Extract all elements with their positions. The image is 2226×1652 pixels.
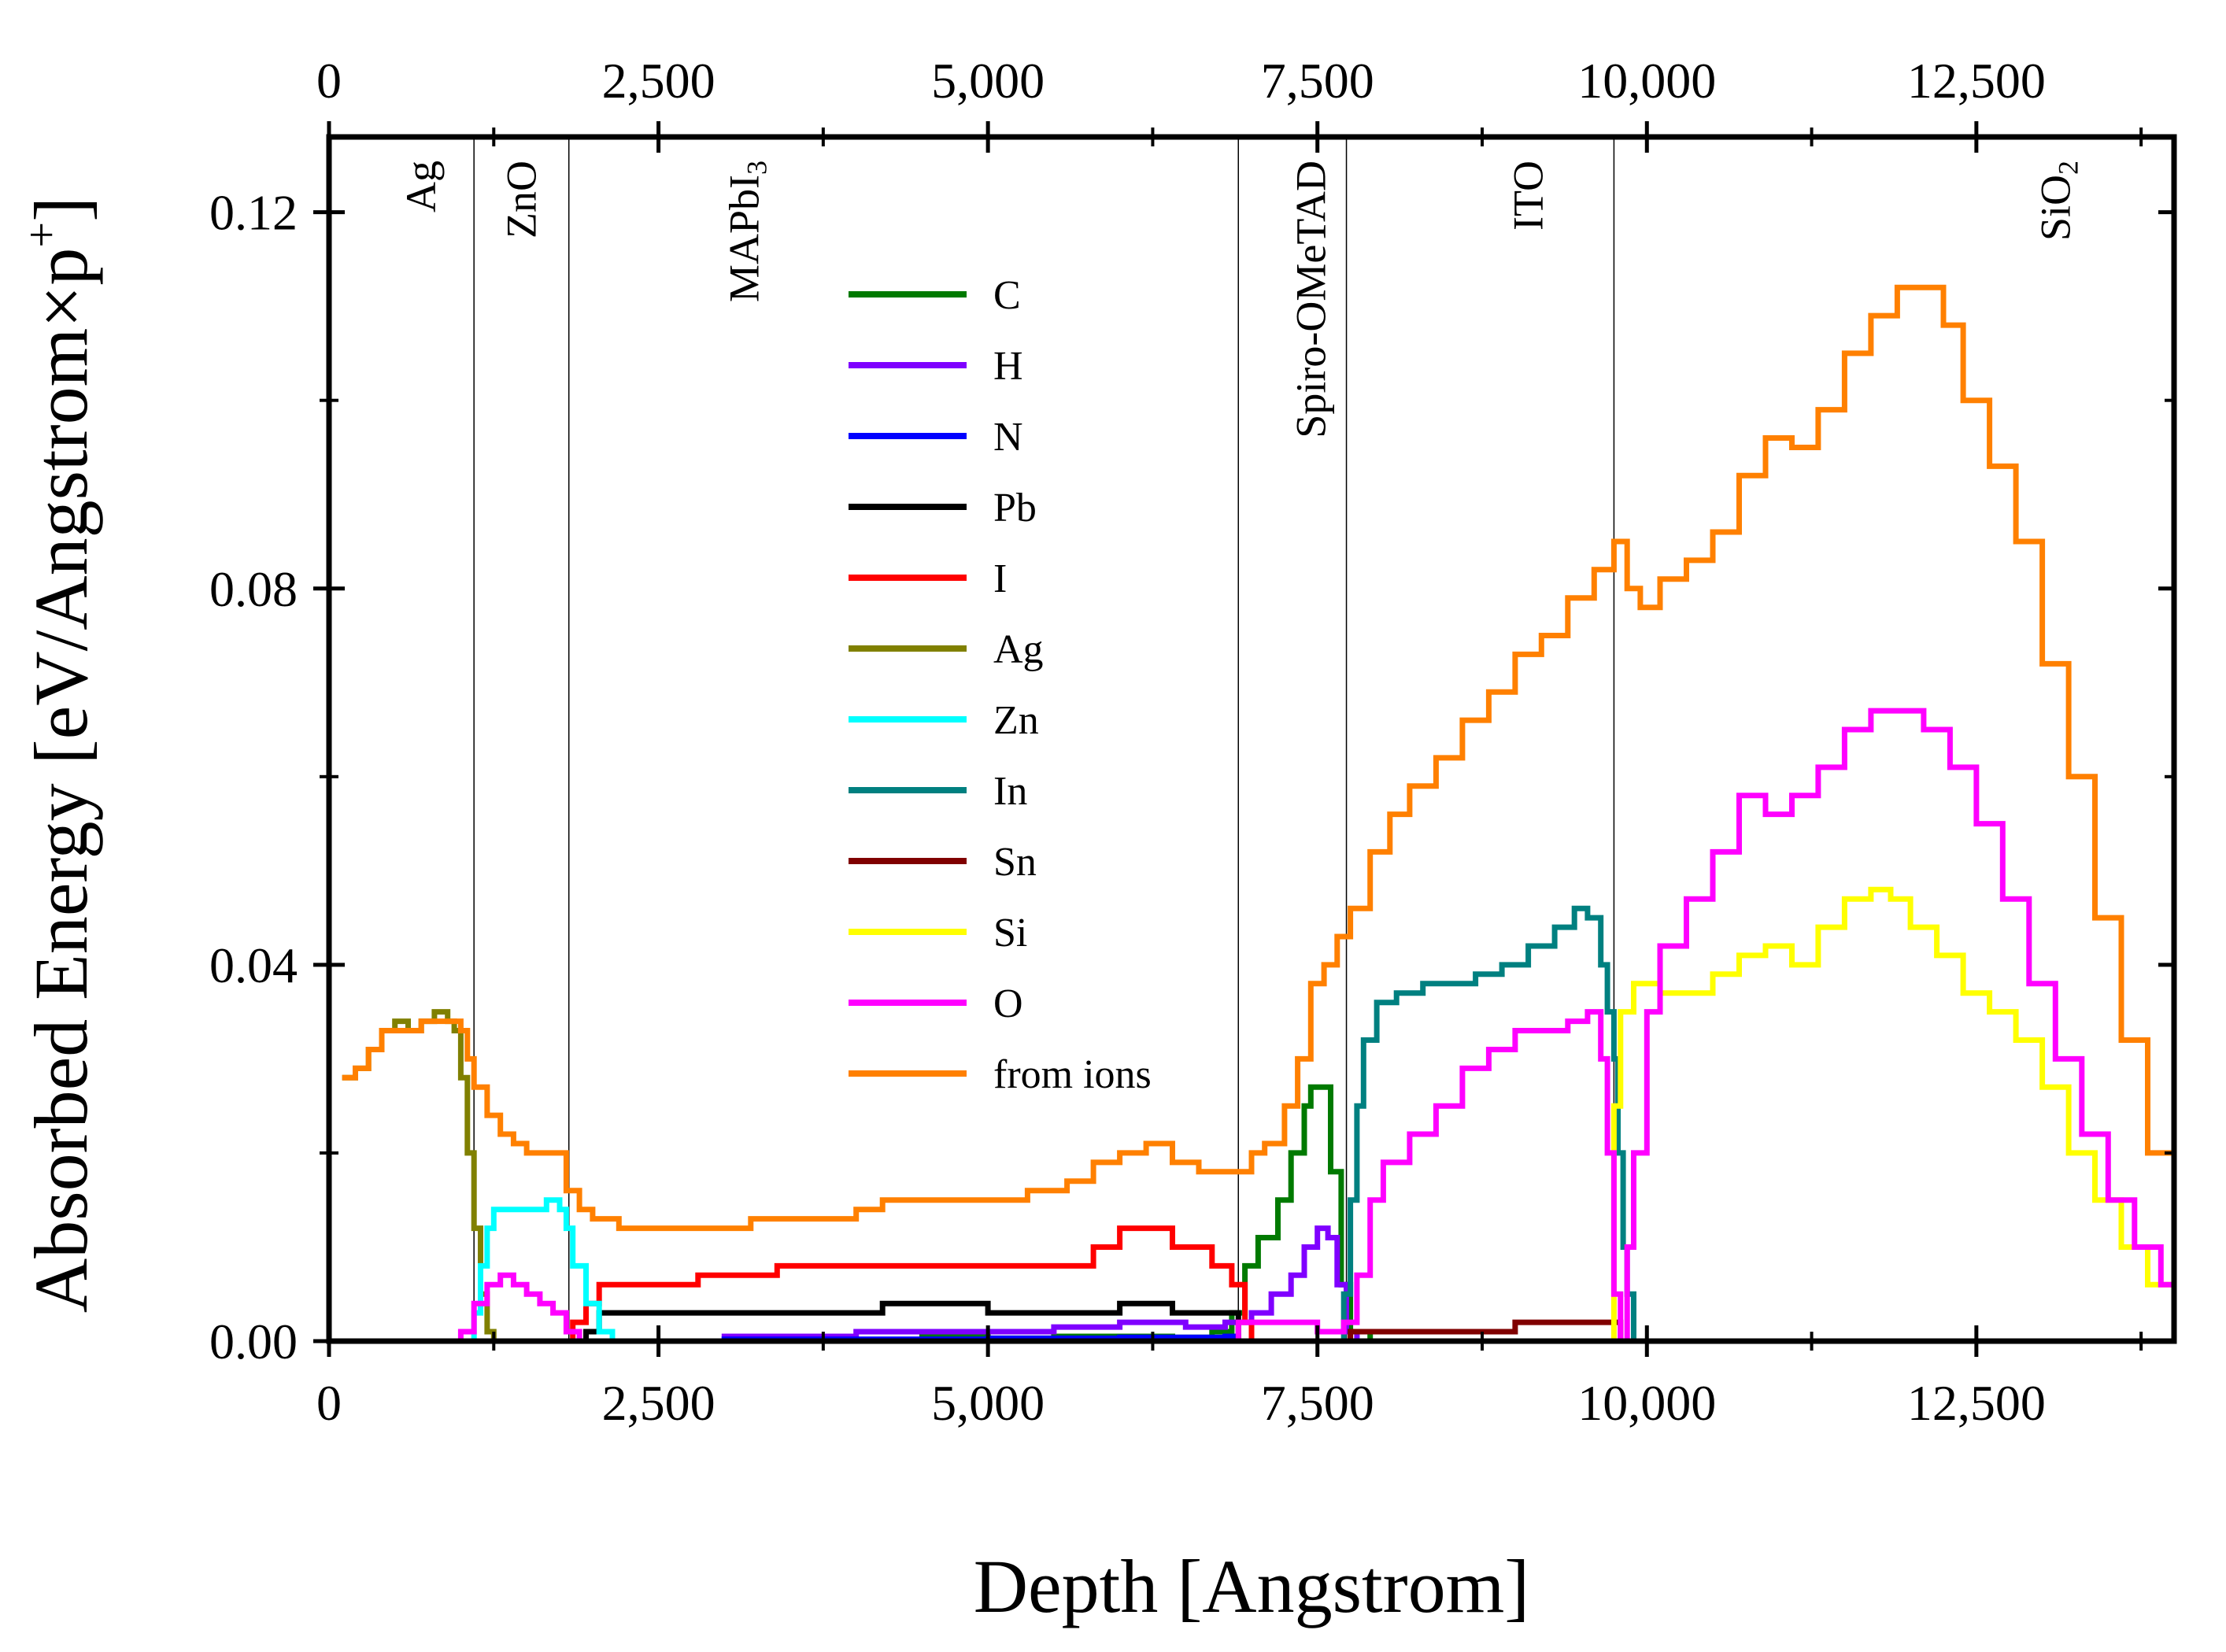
top-tick-label-1: 2,500 [602, 53, 716, 109]
top-tick-label-0: 0 [316, 53, 342, 109]
layer-label-text: SiO [2032, 175, 2079, 241]
legend-label-2: N [993, 415, 1023, 460]
series-line-from-ions [342, 284, 2177, 1266]
top-tick-label-3: 7,500 [1261, 53, 1374, 109]
y-tick-label-1: 0.04 [209, 937, 298, 993]
series-line-i [553, 1225, 1255, 1344]
legend-label-11: from ions [993, 1052, 1152, 1097]
x-tick-label-4: 10,000 [1577, 1375, 1716, 1431]
layer-label-1: ZnO [497, 161, 545, 238]
x-tick-label-3: 7,500 [1261, 1375, 1374, 1431]
top-tick-label-4: 10,000 [1577, 53, 1716, 109]
y-tick-label-2: 0.08 [209, 561, 298, 617]
layer-label-text: Spiro-OMeTAD [1287, 161, 1334, 438]
legend-label-8: Sn [993, 840, 1037, 885]
legend-label-3: Pb [993, 486, 1037, 530]
series-line-sn [1330, 1319, 1624, 1344]
layer-label-4: ITO [1505, 161, 1552, 231]
top-tick-label-5: 12,500 [1907, 53, 2046, 109]
legend-label-5: Ag [993, 627, 1044, 672]
x-tick-label-5: 12,500 [1907, 1375, 2046, 1431]
series-line-zn [460, 1197, 616, 1344]
y-axis-title: Absorbed Energy [eV/Angstrom×p+] [16, 197, 103, 1313]
x-tick-label-2: 5,000 [931, 1375, 1045, 1431]
layer-label-text: Ag [398, 161, 445, 213]
top-axis: 0 2,500 5,000 7,500 10,000 12,500 [316, 53, 2143, 153]
layer-label-2: MAPbI3 [720, 161, 772, 302]
bottom-axis: 0 2,500 5,000 7,500 10,000 12,500 [316, 1325, 2143, 1431]
layer-label-text: MAPbI [720, 175, 767, 302]
legend-label-1: H [993, 344, 1023, 389]
legend-label-9: Si [993, 911, 1027, 955]
x-axis-title: Depth [Angstrom] [974, 1544, 1530, 1628]
y-axis-title-main: Absorbed Energy [eV/Angstrom×p [19, 248, 103, 1313]
y-tick-label-0: 0.00 [209, 1314, 298, 1369]
top-tick-label-2: 5,000 [931, 53, 1045, 109]
legend-label-4: I [993, 556, 1007, 601]
series-line-si [1607, 886, 2177, 1344]
y-axis-title-sup: + [16, 222, 67, 248]
series-lines [342, 284, 2177, 1344]
layer-boundaries [473, 137, 1615, 1341]
layer-label-3: Spiro-OMeTAD [1287, 161, 1334, 438]
layer-label-subscript: 2 [2052, 161, 2084, 175]
plot-frame [326, 134, 2177, 1344]
series-line-o [447, 708, 2177, 1344]
legend-label-6: Zn [993, 698, 1039, 743]
x-tick-label-0: 0 [316, 1375, 342, 1431]
layer-label-subscript: 3 [741, 161, 772, 175]
left-axis: 0.00 0.04 0.08 0.12 [209, 185, 2174, 1369]
layer-labels: Ag ZnO MAPbI3 Spiro-OMeTAD ITO SiO2 [398, 161, 2084, 438]
layer-label-text: ZnO [497, 161, 545, 238]
layer-label-text: ITO [1505, 161, 1552, 231]
legend-label-7: In [993, 769, 1027, 814]
legend-label-0: C [993, 273, 1021, 318]
series-line-h [592, 1225, 1360, 1344]
layer-label-5: SiO2 [2032, 161, 2084, 241]
y-axis-title-close: ] [19, 197, 103, 222]
y-tick-label-3: 0.12 [209, 185, 298, 241]
legend-label-10: O [993, 981, 1023, 1026]
series-line-in [1330, 905, 1636, 1344]
layer-label-0: Ag [398, 161, 445, 213]
x-tick-label-1: 2,500 [602, 1375, 716, 1431]
